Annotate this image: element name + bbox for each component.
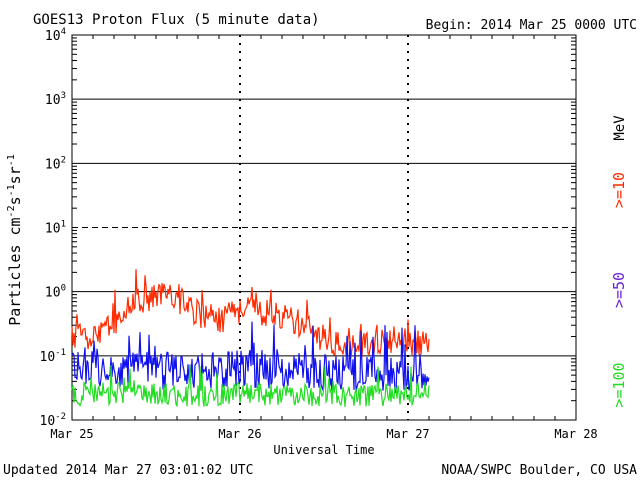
x-tick-label: Mar 25 <box>50 427 93 441</box>
legend-entry-50mev: >=50 <box>610 272 628 308</box>
x-tick-label: Mar 26 <box>218 427 261 441</box>
y-tick-label: 102 <box>45 155 66 172</box>
y-tick-label: 101 <box>45 220 66 237</box>
legend-unit: MeV <box>612 115 628 141</box>
legend-entry-10mev: >=10 <box>610 172 628 208</box>
x-tick-label: Mar 27 <box>386 427 429 441</box>
credit-text: NOAA/SWPC Boulder, CO USA <box>441 463 637 478</box>
y-tick-label: 104 <box>45 27 66 44</box>
series-line-10mev <box>71 269 430 358</box>
series-line-50mev <box>71 321 430 394</box>
legend-entry-100mev: >=100 <box>610 362 628 407</box>
x-axis-label: Universal Time <box>273 443 374 457</box>
y-tick-label: 10-2 <box>40 412 67 429</box>
y-tick-label: 103 <box>45 91 66 108</box>
series-line-100mev <box>71 365 430 408</box>
y-axis-label: Particles cm-2s-1sr-1 <box>6 154 24 326</box>
y-tick-label: 10-1 <box>40 348 67 365</box>
updated-timestamp: Updated 2014 Mar 27 03:01:02 UTC <box>3 463 253 478</box>
chart-title: GOES13 Proton Flux (5 minute data) <box>33 12 320 28</box>
begin-time: Begin: 2014 Mar 25 0000 UTC <box>426 18 637 33</box>
y-tick-label: 100 <box>45 284 66 301</box>
x-tick-label: Mar 28 <box>554 427 597 441</box>
